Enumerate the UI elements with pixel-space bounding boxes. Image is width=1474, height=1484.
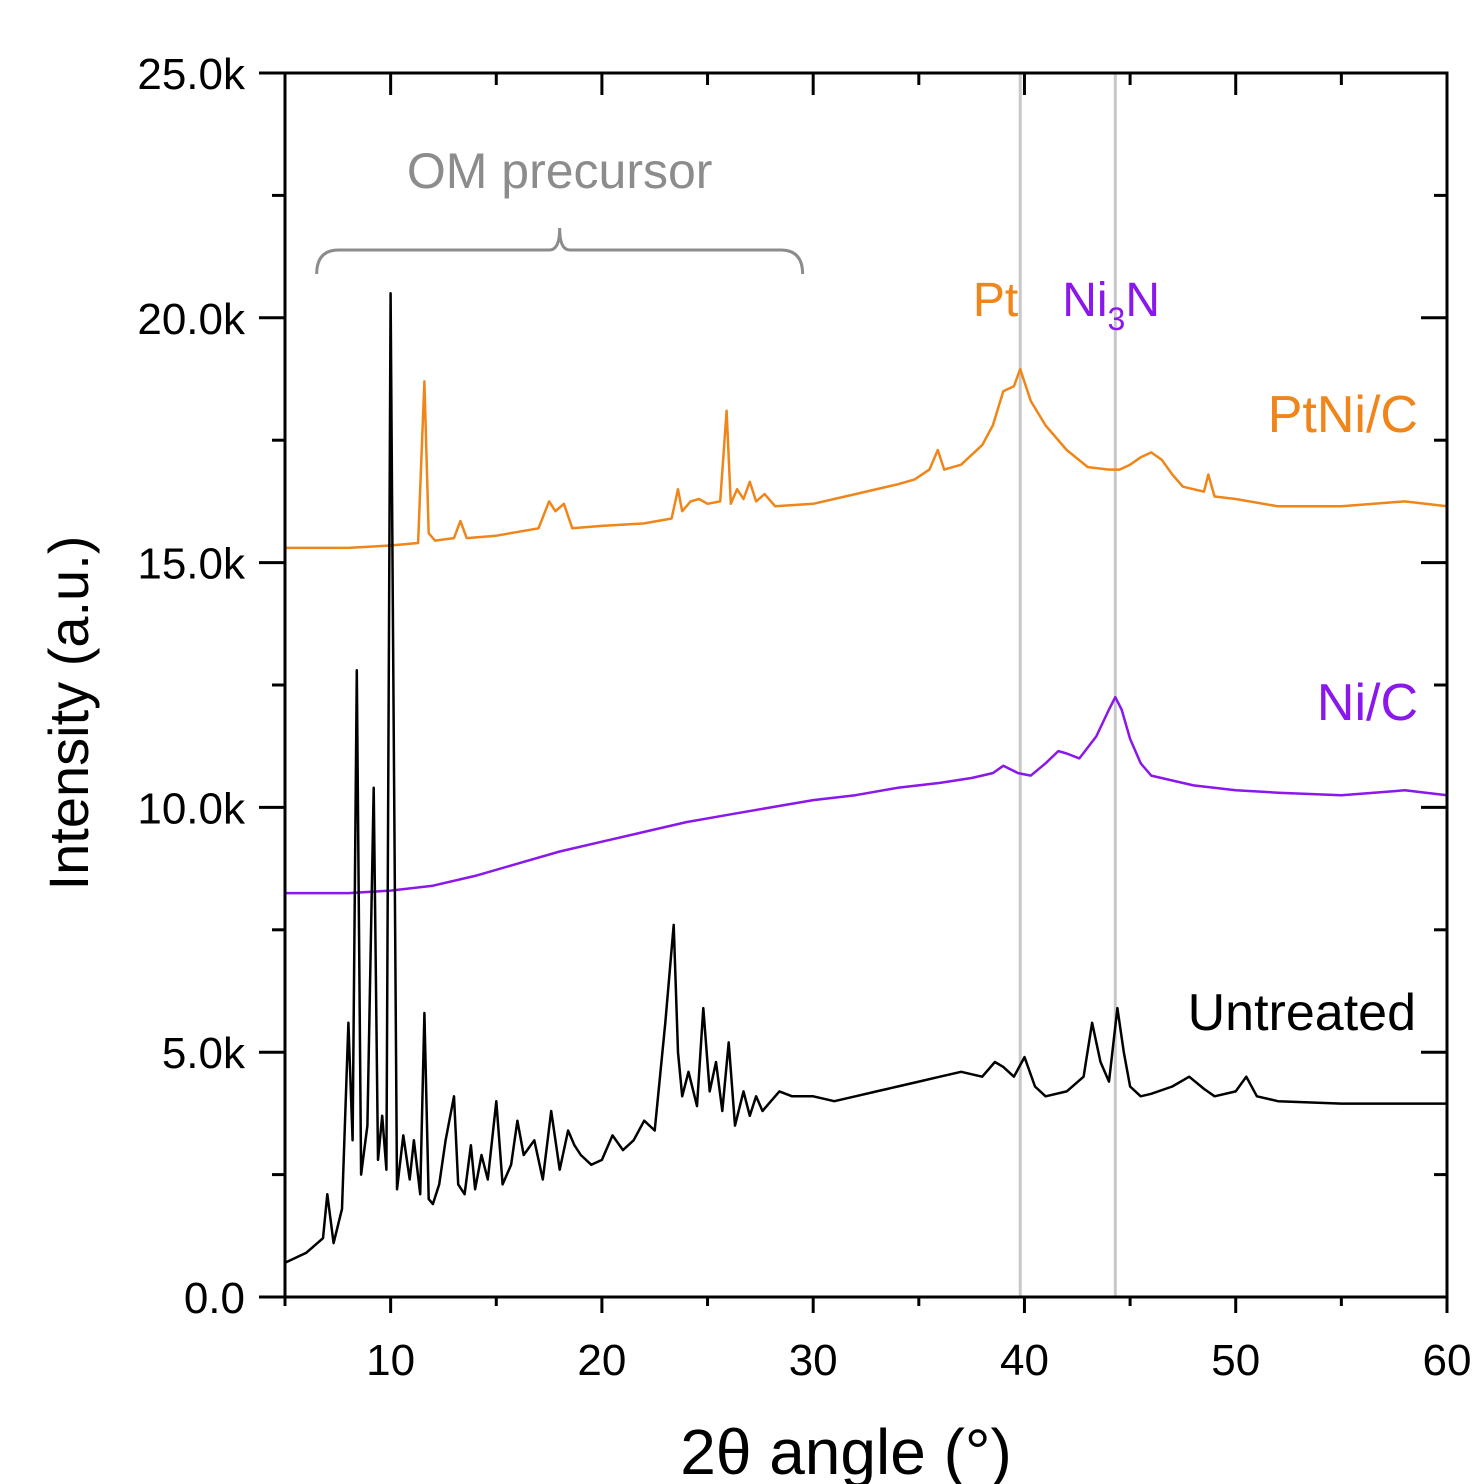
tick-labels: 10 20 30 40 50 60 0.0 5.0k 10.0k 15.0k 20.0k 25.0k xyxy=(137,50,1471,1385)
x-tick-label: 20 xyxy=(577,1336,626,1385)
series-line-untreated xyxy=(284,292,1447,1264)
series-line-ni-c xyxy=(285,695,1448,895)
y-axis-title: Intensity (a.u.) xyxy=(37,536,100,891)
x-axis-title: 2θ angle (°) xyxy=(680,1416,1012,1484)
y-tick-label: 20.0k xyxy=(137,295,246,344)
series-label-untreated: Untreated xyxy=(1188,984,1416,1042)
plot-frame xyxy=(283,71,1449,1299)
x-tick-label: 30 xyxy=(789,1336,838,1385)
ni3n-label-main: Ni xyxy=(1062,274,1107,327)
om-precursor-bracket xyxy=(315,227,805,275)
y-tick-label: 5.0k xyxy=(162,1029,246,1078)
x-tick-label: 50 xyxy=(1211,1336,1260,1385)
series-label-nic: Ni/C xyxy=(1317,674,1418,732)
ni3n-reference-label: Ni3N xyxy=(1062,274,1160,337)
axis-ticks xyxy=(259,71,1449,1313)
ni3n-label-sub: 3 xyxy=(1108,301,1126,337)
x-tick-label: 60 xyxy=(1423,1336,1472,1385)
pt-reference-label: Pt xyxy=(973,274,1018,327)
om-precursor-label: OM precursor xyxy=(407,143,713,199)
x-tick-label: 40 xyxy=(1000,1336,1049,1385)
y-tick-label: 15.0k xyxy=(137,540,246,589)
series-label-ptnic: PtNi/C xyxy=(1268,386,1418,444)
y-tick-label: 10.0k xyxy=(137,784,246,833)
y-tick-label: 25.0k xyxy=(137,50,246,99)
reference-lines xyxy=(1018,73,1117,1297)
x-tick-label: 10 xyxy=(366,1336,415,1385)
y-tick-label: 0.0 xyxy=(184,1274,245,1323)
series-layer xyxy=(284,292,1448,1264)
series-line-ptni-c xyxy=(285,367,1448,550)
ni3n-label-end: N xyxy=(1125,274,1160,327)
